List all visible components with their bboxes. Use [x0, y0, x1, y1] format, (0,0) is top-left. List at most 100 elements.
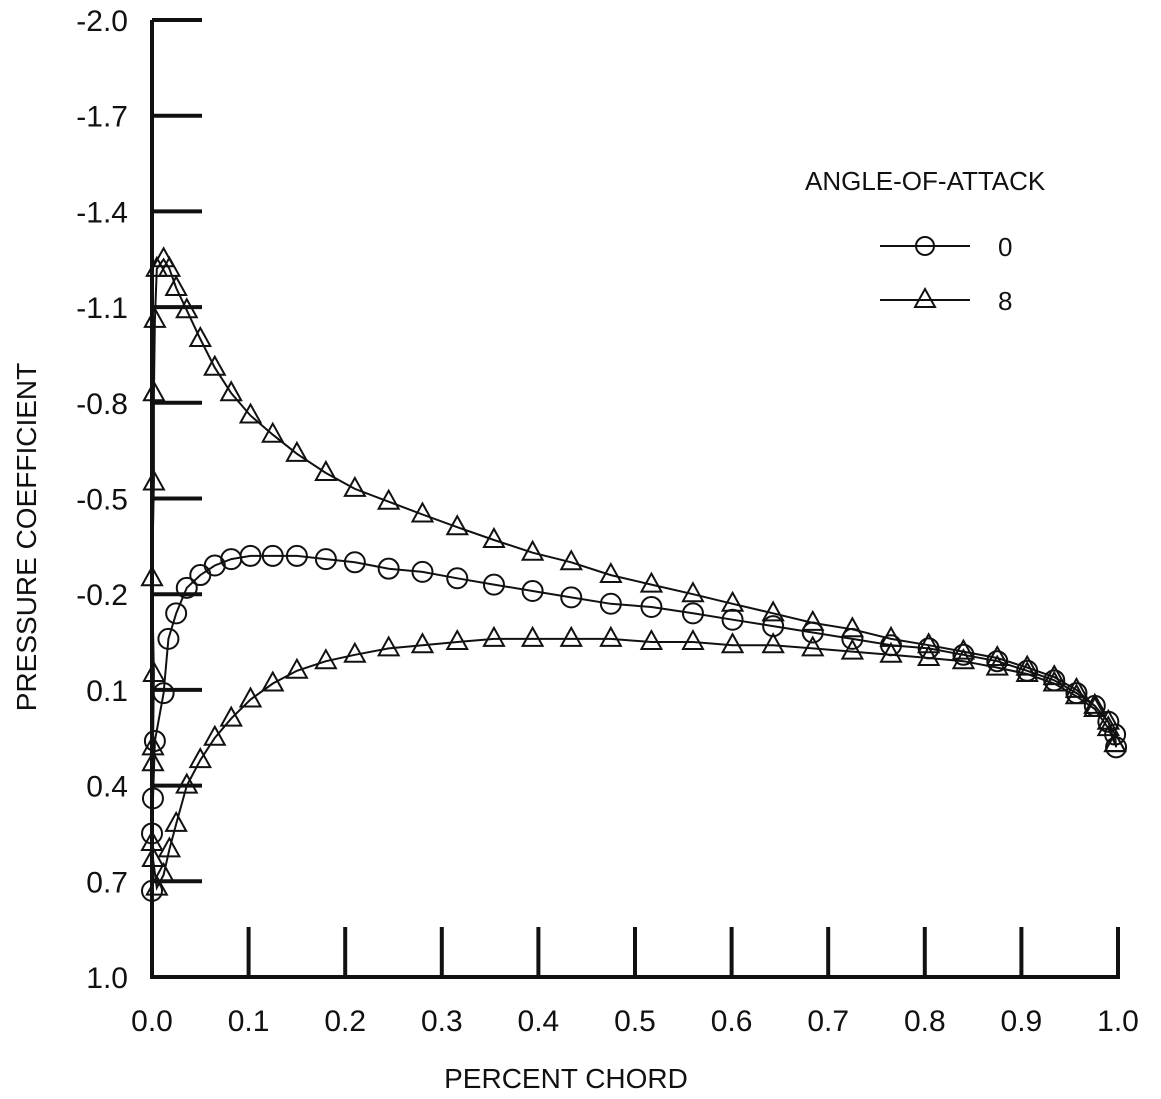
data-point-triangle — [410, 501, 435, 523]
data-point-circle — [1105, 736, 1128, 759]
x-tick-label: 0.0 — [131, 1005, 173, 1038]
data-point-circle — [165, 602, 188, 625]
x-tick-label: 0.2 — [324, 1005, 366, 1038]
data-point-triangle — [801, 635, 825, 657]
data-point-triangle — [203, 354, 227, 376]
x-tick-label: 0.5 — [614, 1005, 656, 1038]
data-point-circle — [681, 602, 704, 625]
data-point-triangle — [681, 581, 705, 603]
data-point-triangle — [445, 514, 469, 536]
data-point-triangle — [376, 488, 401, 510]
data-point-triangle — [951, 638, 976, 660]
x-tick-label: 1.0 — [1097, 1005, 1139, 1038]
y-tick-label: 0.4 — [86, 771, 128, 804]
data-point-triangle — [985, 644, 1009, 666]
data-point-triangle — [1042, 670, 1066, 692]
data-point-circle — [314, 548, 337, 571]
data-point-triangle — [238, 402, 263, 424]
data-point-circle — [721, 608, 744, 631]
series-8-upper-curve — [150, 257, 1117, 748]
data-point-circle — [285, 544, 308, 567]
x-axis-title: PERCENT CHORD — [444, 1063, 688, 1094]
data-point-circle — [343, 551, 366, 574]
y-tick-label: -1.4 — [76, 196, 128, 229]
legend-entry-series-0: 0 — [998, 232, 1012, 262]
data-point-triangle — [445, 628, 469, 651]
data-point-triangle — [951, 648, 976, 670]
x-tick-label: 0.1 — [228, 1005, 270, 1038]
data-point-triangle — [840, 638, 865, 660]
data-point-triangle — [285, 657, 309, 679]
data-point-circle — [560, 586, 583, 609]
series-0-curve — [151, 554, 1118, 891]
data-point-triangle — [143, 306, 167, 328]
axes — [150, 20, 1120, 979]
data-point-triangle — [599, 625, 623, 647]
data-point-triangle — [164, 274, 188, 296]
legend-marker-circle — [915, 236, 935, 256]
data-point-circle — [521, 580, 544, 603]
data-point-triangle — [175, 297, 199, 319]
y-tick-label: -0.5 — [76, 484, 128, 517]
data-point-triangle — [410, 632, 435, 654]
y-tick-label: -0.2 — [76, 579, 128, 612]
data-point-triangle — [916, 632, 941, 654]
x-tick-label: 0.4 — [518, 1005, 560, 1038]
data-point-triangle — [599, 562, 623, 584]
data-point-triangle — [1042, 664, 1066, 686]
data-point-triangle — [681, 628, 705, 651]
data-point-triangle — [761, 632, 785, 654]
data-point-triangle — [203, 724, 227, 746]
x-tick-label: 0.9 — [1001, 1005, 1043, 1038]
data-point-triangle — [157, 255, 182, 277]
data-point-triangle — [1083, 695, 1107, 718]
data-point-triangle — [985, 654, 1009, 676]
y-tick-label: 0.7 — [86, 866, 128, 899]
data-point-circle — [377, 557, 400, 580]
data-point-triangle — [141, 750, 165, 772]
data-point-triangle — [140, 565, 164, 587]
legend-marker-triangle — [913, 286, 937, 308]
data-point-circle — [175, 576, 198, 599]
y-tick-label: -2.0 — [76, 5, 128, 38]
data-point-triangle — [142, 380, 166, 402]
data-point-triangle — [801, 609, 825, 631]
data-point-triangle — [639, 628, 664, 651]
data-point-triangle — [482, 625, 506, 647]
data-point-circle — [482, 573, 505, 596]
data-point-triangle — [261, 670, 285, 692]
data-point-triangle — [761, 600, 785, 622]
data-point-circle — [261, 544, 284, 567]
data-point-triangle — [720, 590, 745, 612]
data-point-triangle — [1064, 676, 1089, 698]
data-point-triangle — [188, 325, 212, 347]
y-axis-title: PRESSURE COEFFICIENT — [11, 363, 42, 711]
data-point-triangle — [720, 632, 745, 654]
data-point-circle — [239, 544, 262, 567]
y-tick-label: -1.1 — [76, 292, 128, 325]
data-point-triangle — [879, 641, 903, 663]
data-point-circle — [446, 567, 469, 590]
series-layer — [140, 246, 1128, 902]
data-point-triangle — [142, 660, 166, 682]
data-point-triangle — [142, 469, 166, 491]
data-point-circle — [640, 595, 663, 618]
data-point-triangle — [559, 625, 583, 647]
data-point-triangle — [175, 772, 199, 794]
legend-title: ANGLE-OF-ATTACK — [805, 166, 1046, 196]
x-tick-label: 0.3 — [421, 1005, 463, 1038]
x-ticks: 0.0 0.1 0.2 0.3 0.4 0.5 0.6 0.7 0.8 0.9 1.0 — [131, 927, 1139, 1038]
y-tick-label: 0.1 — [86, 675, 128, 708]
y-tick-label: -0.8 — [76, 388, 128, 421]
data-point-triangle — [285, 440, 309, 462]
series-8-lower-curve — [150, 637, 1117, 891]
data-point-triangle — [145, 874, 169, 896]
data-point-triangle — [219, 380, 243, 402]
y-tick-label: -1.7 — [76, 101, 128, 134]
data-point-triangle — [639, 571, 664, 593]
data-point-triangle — [188, 747, 212, 769]
data-point-triangle — [238, 686, 263, 708]
data-point-circle — [952, 643, 975, 666]
x-tick-label: 0.6 — [711, 1005, 753, 1038]
